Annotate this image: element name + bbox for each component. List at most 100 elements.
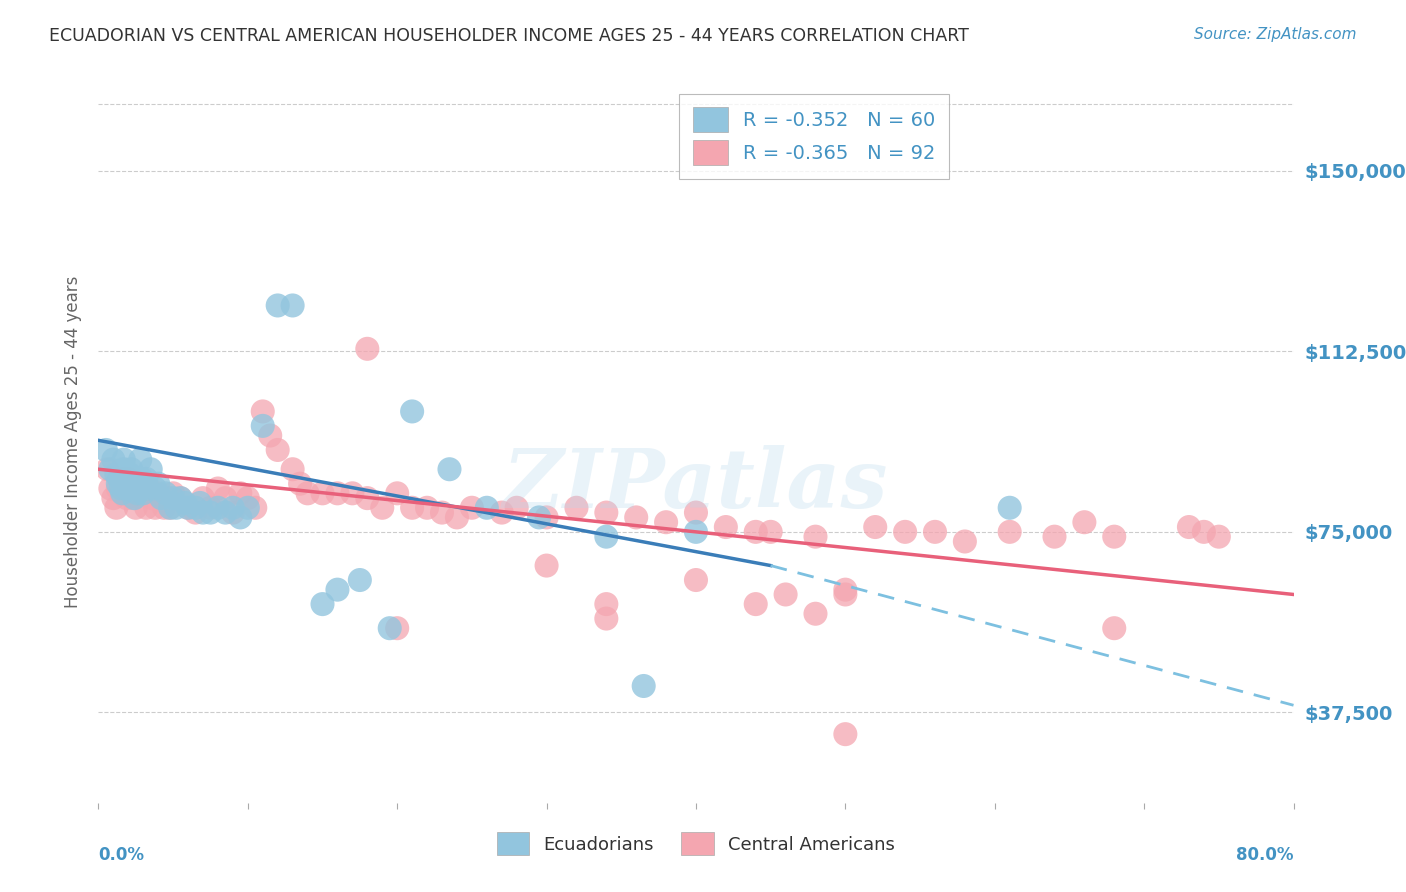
Point: [430, 506, 453, 520]
Text: 80.0%: 80.0%: [1236, 847, 1294, 864]
Point: [207, 482, 229, 496]
Point: [565, 500, 588, 515]
Point: [1104, 621, 1126, 635]
Point: [311, 486, 333, 500]
Point: [214, 506, 236, 520]
Point: [222, 500, 245, 515]
Point: [107, 476, 129, 491]
Point: [112, 452, 135, 467]
Point: [506, 500, 529, 515]
Point: [111, 486, 134, 500]
Point: [105, 500, 128, 515]
Point: [105, 467, 128, 481]
Point: [112, 462, 135, 476]
Point: [655, 515, 678, 529]
Point: [685, 524, 707, 539]
Point: [1192, 524, 1215, 539]
Point: [804, 607, 827, 621]
Point: [155, 486, 177, 500]
Point: [311, 597, 333, 611]
Point: [143, 482, 166, 496]
Point: [998, 500, 1021, 515]
Point: [114, 472, 136, 486]
Point: [191, 491, 214, 505]
Point: [834, 727, 856, 741]
Point: [200, 500, 222, 515]
Legend: Ecuadorians, Central Americans: Ecuadorians, Central Americans: [486, 822, 905, 866]
Point: [184, 506, 207, 520]
Point: [214, 491, 236, 505]
Point: [491, 506, 513, 520]
Point: [141, 491, 163, 505]
Point: [165, 500, 187, 515]
Point: [259, 428, 281, 442]
Point: [385, 486, 409, 500]
Point: [953, 534, 976, 549]
Point: [148, 486, 170, 500]
Point: [117, 472, 139, 486]
Point: [834, 587, 856, 601]
Point: [297, 486, 319, 500]
Point: [127, 486, 149, 500]
Point: [475, 500, 498, 515]
Point: [117, 472, 139, 486]
Point: [184, 500, 207, 515]
Point: [96, 462, 118, 476]
Point: [121, 482, 143, 496]
Point: [326, 582, 349, 597]
Point: [281, 298, 304, 312]
Point: [94, 442, 117, 457]
Point: [143, 500, 166, 515]
Point: [371, 500, 394, 515]
Point: [129, 476, 152, 491]
Point: [135, 472, 157, 486]
Point: [416, 500, 439, 515]
Point: [156, 491, 179, 505]
Point: [125, 500, 148, 515]
Point: [385, 621, 409, 635]
Point: [111, 486, 134, 500]
Point: [378, 621, 401, 635]
Point: [326, 486, 349, 500]
Point: [120, 486, 142, 500]
Point: [633, 679, 655, 693]
Point: [685, 506, 707, 520]
Point: [461, 500, 484, 515]
Point: [174, 496, 197, 510]
Point: [775, 587, 797, 601]
Point: [745, 597, 768, 611]
Point: [834, 582, 856, 597]
Point: [115, 482, 138, 496]
Point: [595, 530, 617, 544]
Point: [236, 491, 259, 505]
Point: [188, 496, 211, 510]
Point: [120, 476, 142, 491]
Point: [159, 500, 181, 515]
Point: [120, 462, 142, 476]
Point: [1208, 530, 1230, 544]
Point: [356, 342, 378, 356]
Point: [924, 524, 946, 539]
Point: [865, 520, 887, 534]
Point: [804, 530, 827, 544]
Point: [162, 486, 184, 500]
Point: [1073, 515, 1095, 529]
Point: [1178, 520, 1201, 534]
Point: [229, 510, 252, 524]
Point: [124, 491, 146, 505]
Point: [169, 491, 191, 505]
Point: [127, 482, 149, 496]
Point: [714, 520, 737, 534]
Point: [349, 573, 371, 587]
Point: [191, 506, 214, 520]
Point: [229, 486, 252, 500]
Point: [132, 486, 155, 500]
Point: [267, 442, 290, 457]
Point: [1043, 530, 1066, 544]
Point: [446, 510, 468, 524]
Point: [595, 506, 617, 520]
Point: [118, 467, 141, 481]
Point: [114, 482, 136, 496]
Point: [124, 491, 146, 505]
Point: [136, 482, 159, 496]
